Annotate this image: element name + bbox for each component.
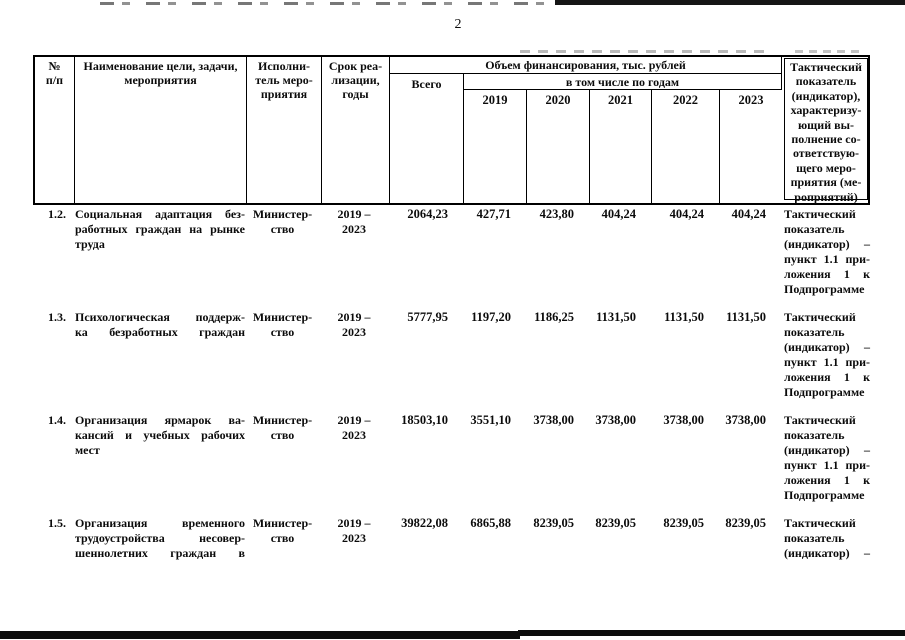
row-term: 2019 – 2023 [337,207,371,236]
scan-artifact-bottom-bar [518,630,905,636]
row-value-2019: 3551,10 [470,413,511,427]
row-term: 2019 – 2023 [337,310,371,339]
page-number: 2 [454,17,462,32]
row-value-2023: 1131,50 [726,310,766,324]
row-term: 2019 – 2023 [337,516,371,545]
header-cell-year-2020: 2020 [527,90,590,203]
header-cell-total: Всего [390,74,464,203]
row-executor: Министер- ство [252,516,313,545]
row-value-2022: 1131,50 [664,310,704,324]
row-value-2019: 427,71 [476,207,511,221]
row-number: 1.2. [48,207,66,221]
header-cell-year-2019: 2019 [464,90,527,203]
row-indicator: Тактический показатель (индикатор) – пун… [784,413,870,502]
row-value-2019: 1197,20 [471,310,511,324]
header-cell-name: Наименование цели, задачи, мероприятия [75,57,247,203]
row-value-2023: 3738,00 [725,413,766,427]
row-value-2020: 3738,00 [533,413,574,427]
row-name: Социальная адаптация без- работных гражд… [75,207,245,251]
row-indicator: Тактический показатель (индикатор) – пун… [784,207,870,296]
row-indicator: Тактический показатель (индикатор) – [784,516,870,560]
header-cell-by-years: в том числе по годам [464,74,782,90]
row-value-total: 2064,23 [407,207,448,221]
row-value-total: 18503,10 [401,413,448,427]
row-value-total: 39822,08 [401,516,448,530]
row-value-2023: 8239,05 [725,516,766,530]
row-value-2022: 404,24 [669,207,704,221]
row-number: 1.4. [48,413,66,427]
header-cell-number: № п/п [35,57,75,203]
header-cell-indicator: Тактический показатель (индикатор), хара… [784,58,868,204]
scan-artifact-top-dashes [100,2,560,5]
row-executor: Министер- ство [252,207,313,236]
row-indicator: Тактический показатель (индикатор) – пун… [784,310,870,399]
row-value-2022: 8239,05 [663,516,704,530]
row-value-2021: 3738,00 [595,413,636,427]
row-name: Организация временного трудоустройства н… [75,516,245,560]
row-executor: Министер- ство [252,310,313,339]
row-term: 2019 – 2023 [337,413,371,442]
row-number: 1.3. [48,310,66,324]
row-value-2023: 404,24 [731,207,766,221]
row-value-2020: 1186,25 [534,310,574,324]
row-value-2020: 8239,05 [533,516,574,530]
row-number: 1.5. [48,516,66,530]
scan-artifact-bottom-bar [0,631,520,639]
row-name: Организация ярмарок ва- кансий и учебных… [75,413,245,457]
header-cell-term: Срок реа- лизации, годы [322,57,390,203]
scan-artifact-smudge [795,50,865,53]
header-cell-year-2021: 2021 [590,90,652,203]
header-cell-executor: Исполни- тель меро- приятия [247,57,322,203]
row-value-2021: 1131,50 [596,310,636,324]
header-cell-year-2023: 2023 [738,93,764,107]
row-value-2022: 3738,00 [663,413,704,427]
header-cell-financing-title: Объем финансирования, тыс. рублей [390,57,782,74]
row-value-2021: 8239,05 [595,516,636,530]
row-value-2020: 423,80 [539,207,574,221]
header-cell-year-2022: 2022 [652,90,720,203]
row-name: Психологическая поддерж- ка безработных … [75,310,245,339]
table-header: № п/п Наименование цели, задачи, меропри… [33,55,870,205]
scan-artifact-top-bar [555,0,905,5]
row-value-2021: 404,24 [601,207,636,221]
row-value-2019: 6865,88 [470,516,511,530]
row-executor: Министер- ство [252,413,313,442]
row-value-total: 5777,95 [407,310,448,324]
scan-artifact-smudge [520,50,770,53]
